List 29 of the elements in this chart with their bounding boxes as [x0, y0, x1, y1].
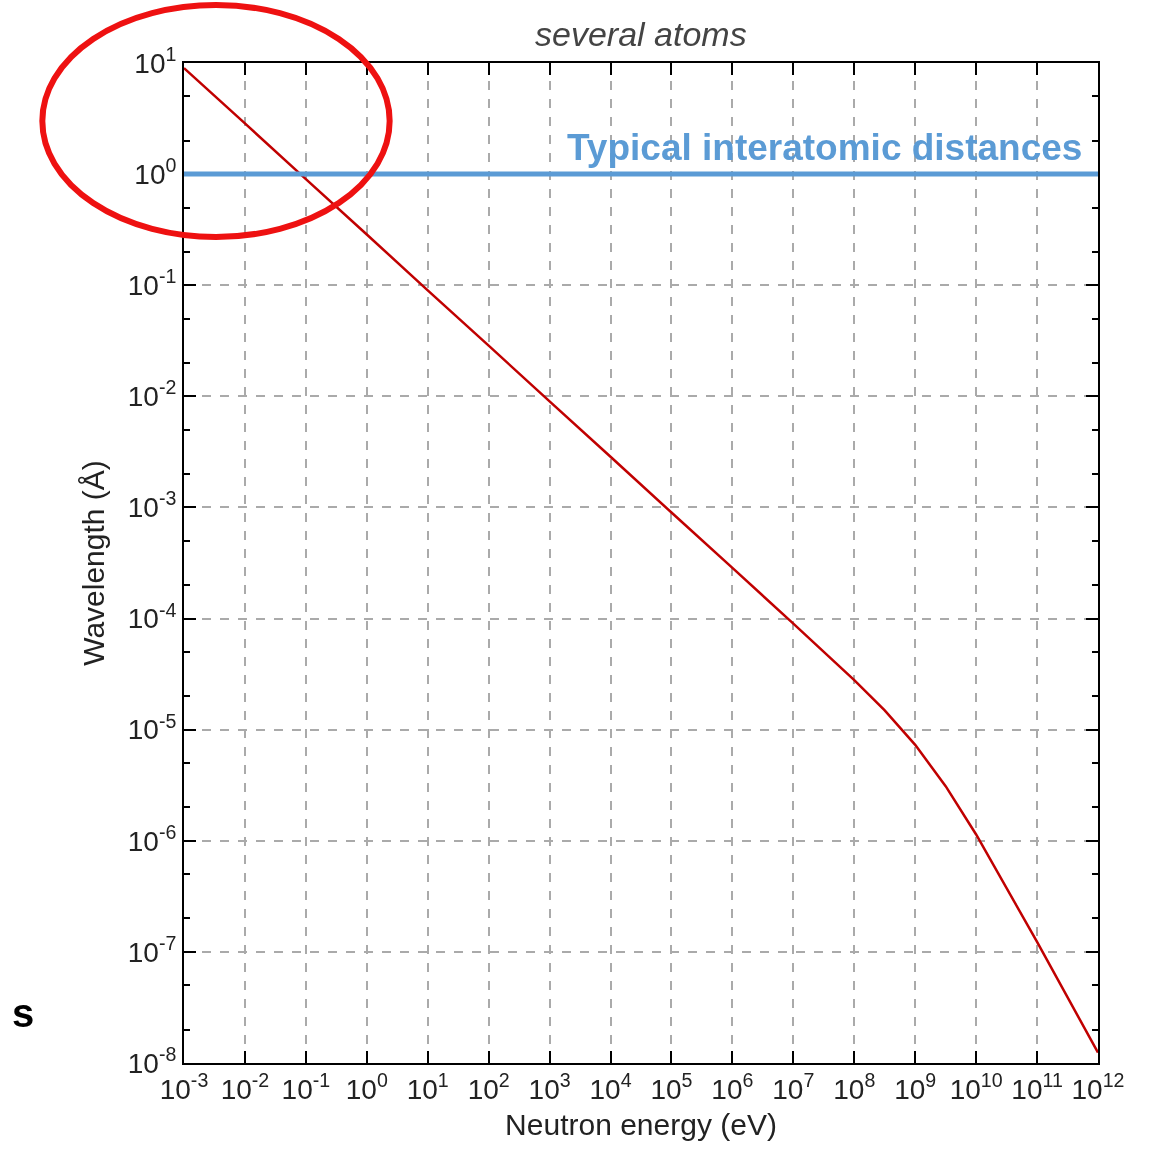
x-tick-label: 10$^{3}$	[528, 1068, 571, 1105]
x-tick-label: 10$^{8}$	[833, 1068, 876, 1105]
text: several atoms	[535, 15, 747, 53]
x-tick-label: 10$^{4}$	[589, 1068, 632, 1105]
y-tick-label: 10$^{-7}$	[127, 931, 177, 968]
x-tick-label: 10$^{-1}$	[281, 1068, 331, 1105]
x-tick-label: 10$^{11}$	[1011, 1068, 1063, 1105]
x-tick-label: 10$^{9}$	[894, 1068, 937, 1105]
x-tick-label: 10$^{10}$	[949, 1068, 1003, 1105]
x-tick-label: 10$^{2}$	[467, 1068, 510, 1105]
y-tick-label: 10$^{-1}$	[127, 265, 177, 302]
text: s	[12, 991, 35, 1035]
x-tick-label: 10$^{12}$	[1071, 1068, 1125, 1105]
ref-line-label: Typical interatomic distances	[567, 127, 1083, 168]
x-tick-label: 10$^{-2}$	[220, 1068, 270, 1105]
y-tick-label: 10$^{-4}$	[127, 598, 177, 635]
x-tick-label: 10$^{7}$	[772, 1068, 815, 1105]
y-tick-label: 10$^{-5}$	[127, 709, 177, 746]
y-tick-label: 10$^{1}$	[134, 43, 177, 79]
y-tick-label: 10$^{0}$	[134, 154, 177, 190]
x-tick-label: 10$^{5}$	[650, 1068, 693, 1105]
y-tick-label: 10$^{-3}$	[127, 487, 177, 524]
y-tick-label: 10$^{-2}$	[127, 376, 177, 413]
x-tick-label: 10$^{6}$	[711, 1068, 754, 1105]
x-tick-label: 10$^{1}$	[406, 1068, 449, 1105]
x-axis-title: Neutron energy (eV)	[505, 1107, 777, 1141]
y-axis-title: Wavelength (Å)	[77, 460, 111, 666]
y-tick-label: 10$^{-6}$	[127, 820, 177, 857]
x-tick-label: 10$^{0}$	[345, 1068, 388, 1105]
